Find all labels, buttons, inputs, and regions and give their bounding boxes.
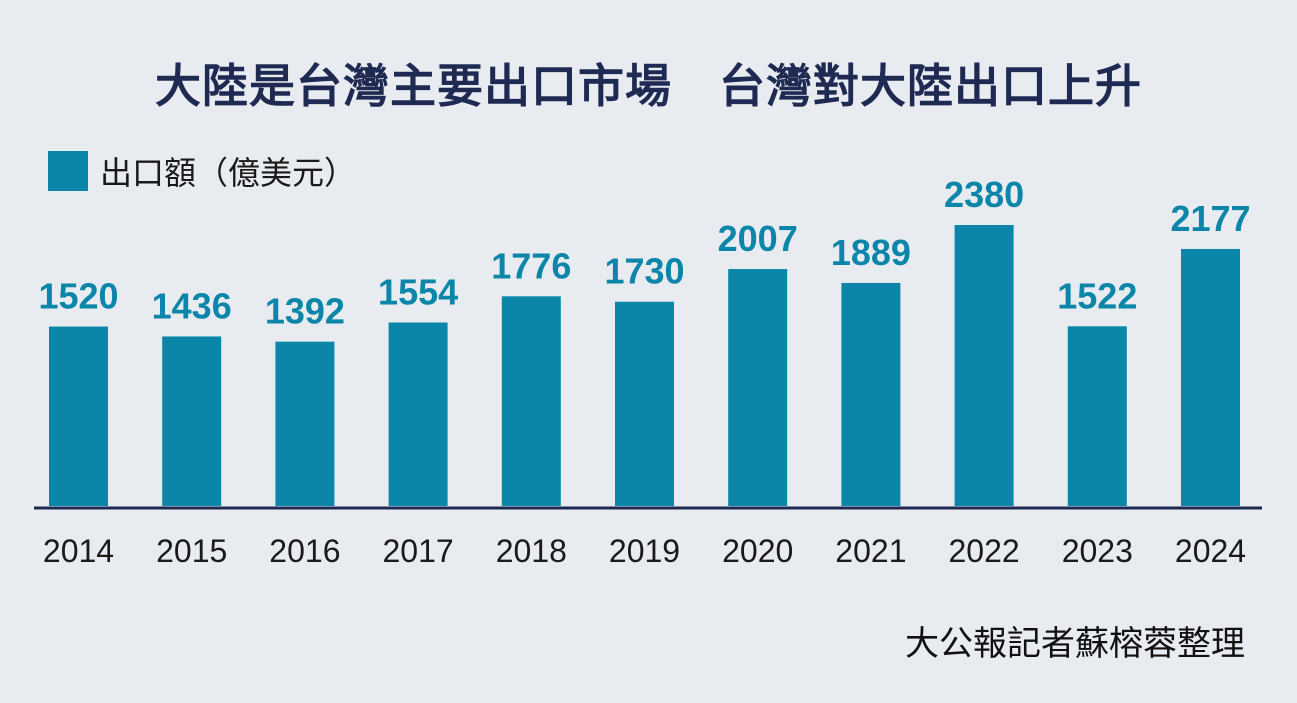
x-tick-label-2021: 2021 [835, 533, 906, 569]
value-label-2023: 1522 [1057, 275, 1137, 316]
bar-2023 [1067, 326, 1127, 506]
bar-2018 [501, 296, 561, 506]
value-label-2020: 2007 [718, 218, 798, 259]
x-tick-label-2020: 2020 [722, 533, 793, 569]
value-label-2024: 2177 [1170, 198, 1250, 239]
bar-2024 [1181, 248, 1240, 506]
x-tick-label-2023: 2023 [1062, 533, 1133, 569]
x-tick-label-2024: 2024 [1175, 533, 1246, 569]
bar-2019 [615, 301, 674, 506]
x-tick-label-2019: 2019 [609, 533, 680, 569]
legend-label: 出口額（億美元） [100, 154, 357, 192]
value-label-2015: 1436 [152, 285, 232, 326]
value-label-2016: 1392 [265, 291, 345, 332]
bar-2022 [954, 225, 1014, 506]
value-label-2021: 1889 [831, 232, 911, 273]
x-tick-label-2015: 2015 [156, 533, 227, 569]
bar-2015 [162, 336, 222, 506]
value-label-2018: 1776 [491, 245, 571, 286]
legend-swatch [48, 151, 88, 191]
value-label-2022: 2380 [944, 174, 1024, 215]
value-label-2014: 1520 [38, 276, 118, 317]
value-label-2019: 1730 [604, 251, 684, 292]
x-tick-label-2017: 2017 [383, 533, 454, 569]
bar-2016 [275, 341, 335, 506]
x-tick-label-2018: 2018 [496, 533, 567, 569]
bar-2014 [49, 326, 108, 506]
x-tick-label-2014: 2014 [43, 533, 114, 569]
bar-2021 [841, 282, 901, 506]
bar-2020 [728, 269, 788, 506]
credit-text: 大公報記者蘇榕蓉整理 [905, 624, 1245, 664]
value-label-2017: 1554 [378, 272, 458, 313]
legend: 出口額（億美元） [48, 148, 356, 194]
bar-2017 [388, 322, 448, 506]
chart-title: 大陸是台灣主要出口市場 台灣對大陸出口上升 [155, 59, 1142, 113]
x-tick-label-2022: 2022 [949, 533, 1020, 569]
x-tick-label-2016: 2016 [269, 533, 340, 569]
